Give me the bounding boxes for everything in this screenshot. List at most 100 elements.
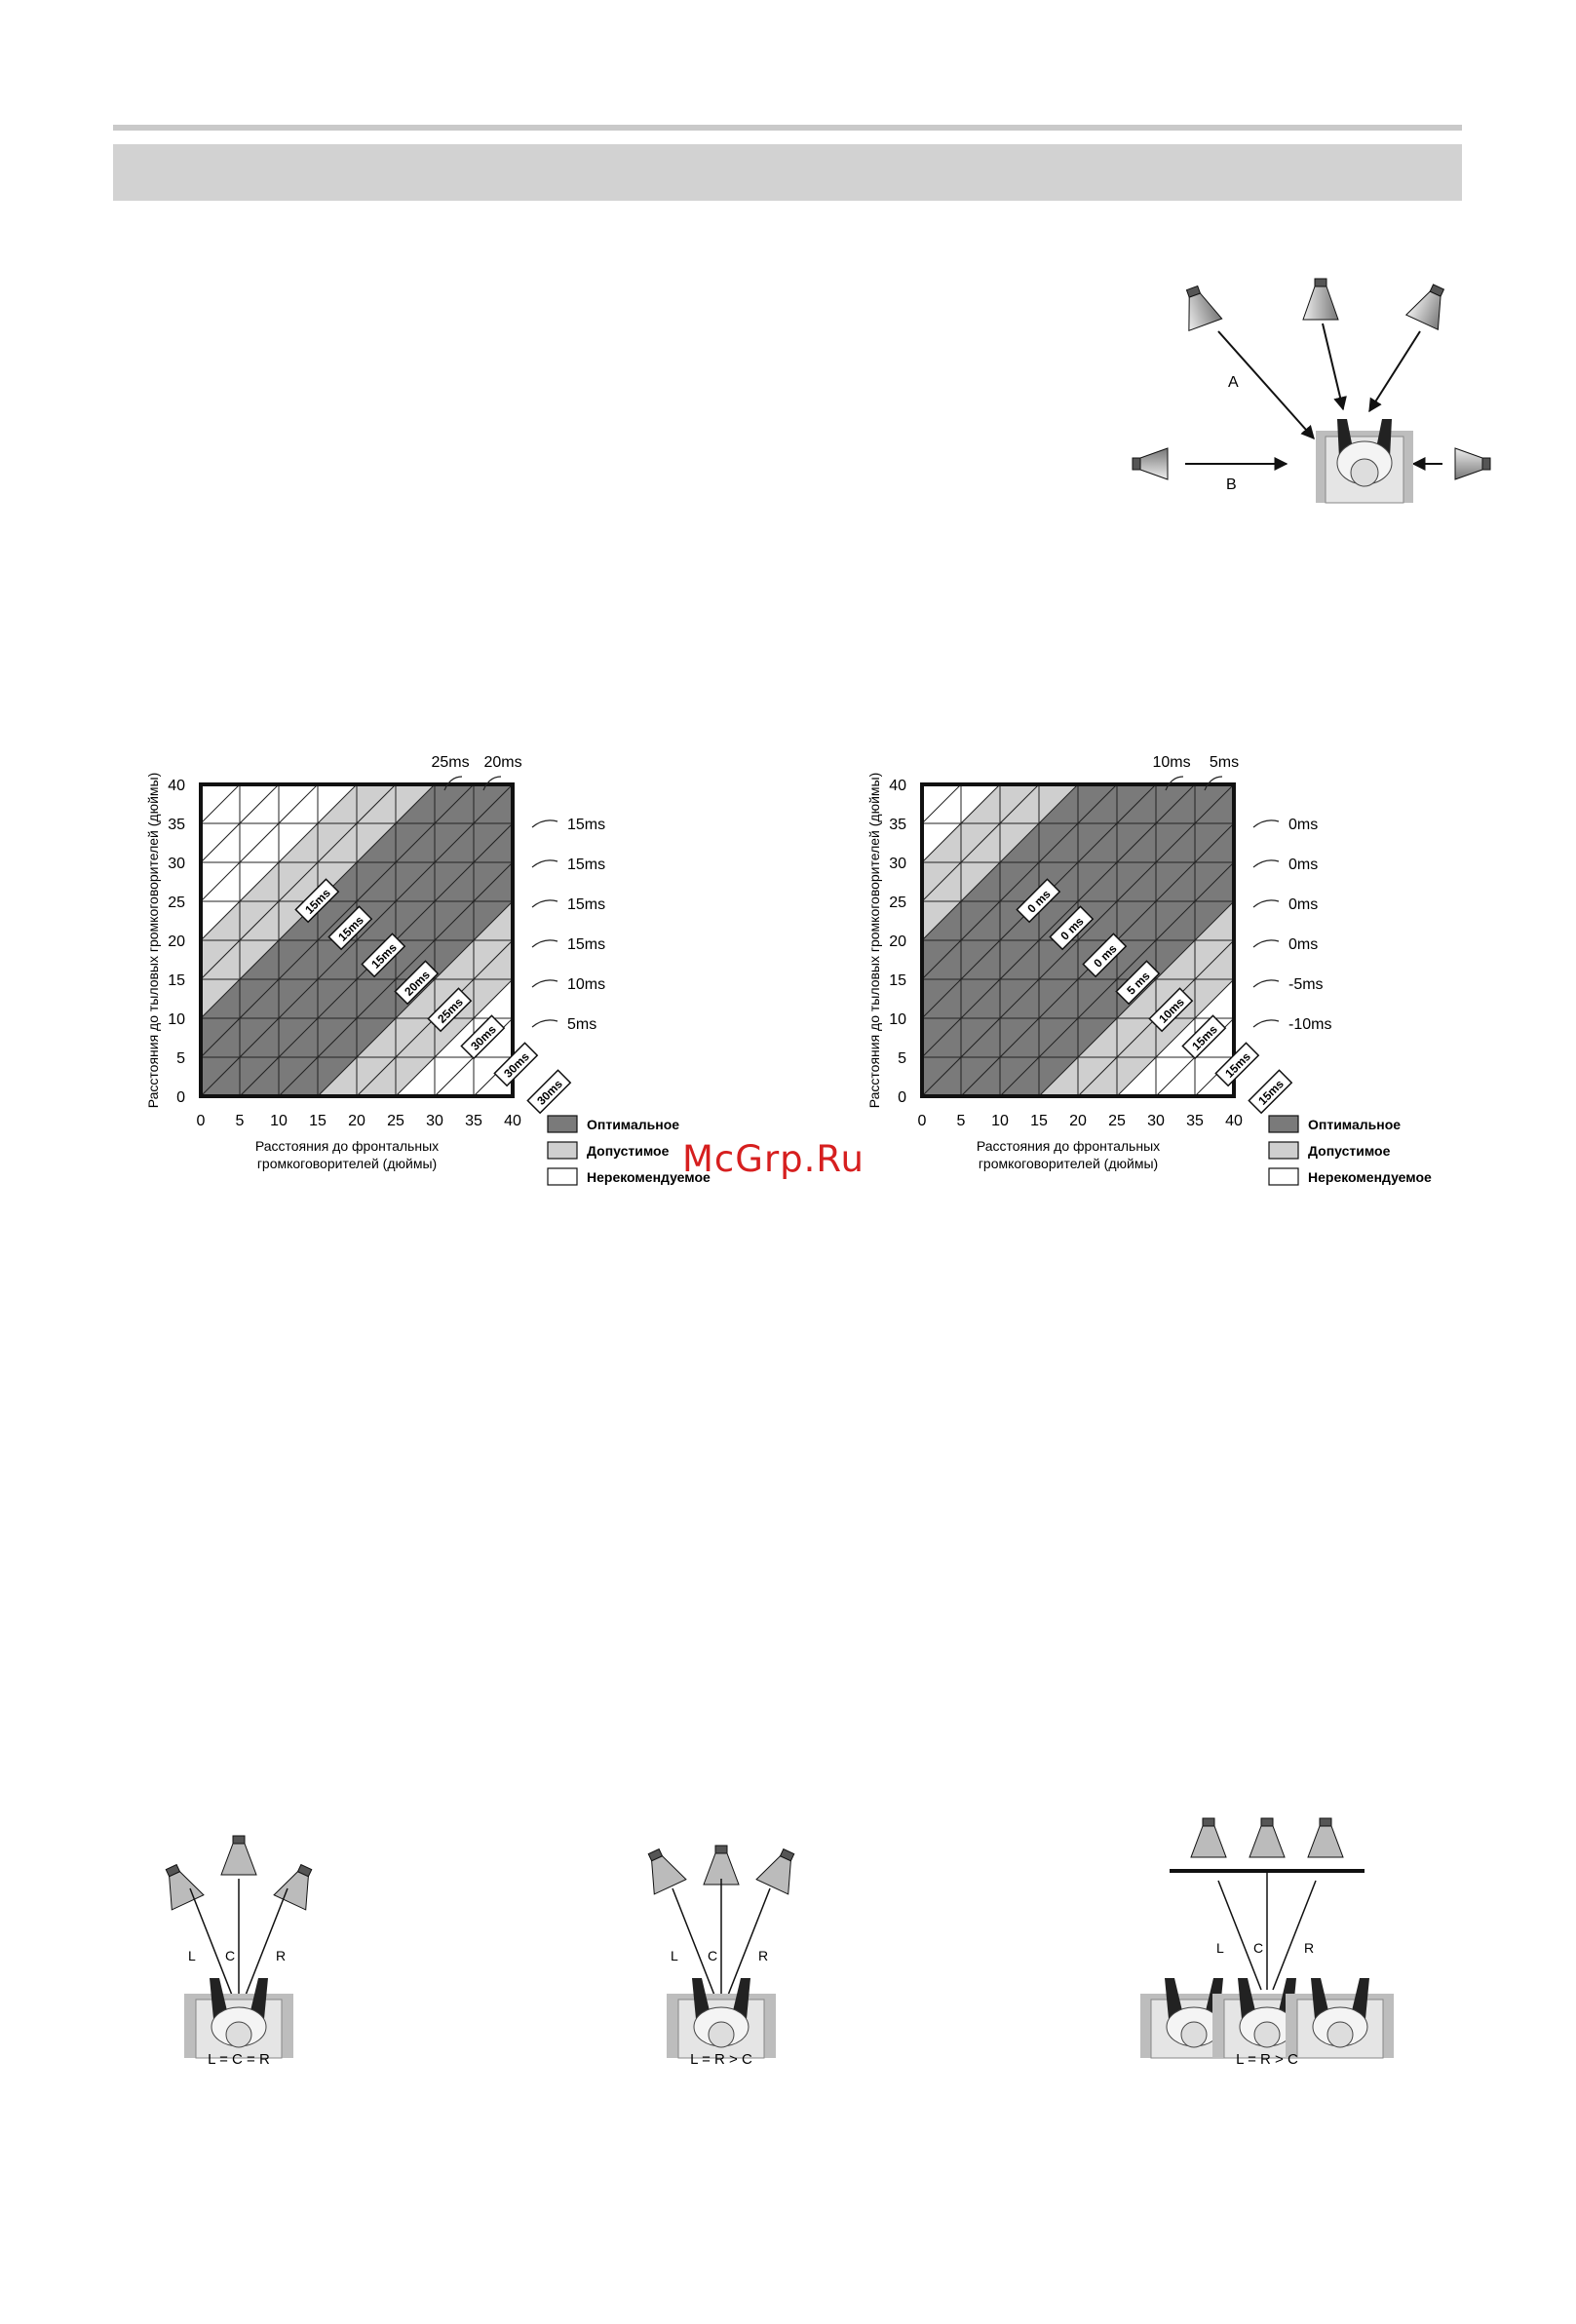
- y-tick-label: 15: [168, 972, 185, 989]
- label-r: R: [758, 1948, 768, 1963]
- top-delay-label: 20ms: [483, 754, 521, 771]
- x-tick-label: 20: [1069, 1113, 1087, 1129]
- x-axis-label-line2: громкоговорителей (дюймы): [257, 1156, 437, 1171]
- x-tick-label: 20: [348, 1113, 365, 1129]
- diagram-caption: L = R > C: [1236, 2051, 1298, 2066]
- legend-label-not_recommended: Нерекомендуемое: [587, 1169, 711, 1185]
- speaker-icon: [165, 1863, 205, 1911]
- x-tick-label: 40: [504, 1113, 521, 1129]
- x-tick-label: 25: [1108, 1113, 1126, 1129]
- delay-chart-right: 00 5 5 10 10 15 15 20 20 25 25 30 30 35 35 40 40 Расстоян…: [866, 754, 1432, 1186]
- speaker-icon: [1307, 1817, 1344, 1858]
- x-tick-label: 0: [197, 1113, 206, 1129]
- bottom-diagram-1: L C R L = C = R: [165, 1835, 313, 2066]
- right-delay-label: -5ms: [1288, 976, 1324, 993]
- legend-swatch-optimal: [547, 1115, 578, 1133]
- listener-icon: [1286, 1978, 1394, 2059]
- y-tick-label: 20: [889, 933, 906, 950]
- x-tick-label: 5: [957, 1113, 966, 1129]
- x-tick-label: 10: [991, 1113, 1009, 1129]
- listener-icon: [667, 1978, 776, 2059]
- y-tick-label: 0: [898, 1089, 906, 1106]
- legend-swatch-acceptable: [1268, 1141, 1299, 1160]
- right-delay-label: -10ms: [1288, 1016, 1331, 1033]
- label-r: R: [276, 1948, 286, 1963]
- right-delay-label: 0ms: [1288, 857, 1318, 873]
- legend-label-not_recommended: Нерекомендуемое: [1308, 1169, 1432, 1185]
- x-tick-label: 35: [465, 1113, 482, 1129]
- x-tick-label: 25: [387, 1113, 404, 1129]
- header-band: [113, 144, 1462, 201]
- delay-chart-left: 00 5 5 10 10 15 15 20 20 25 25 30 30 35 35 40 40 Расстоян…: [145, 754, 711, 1186]
- y-tick-label: 5: [176, 1050, 185, 1067]
- y-tick-label: 25: [889, 895, 906, 911]
- y-tick-label: 40: [168, 778, 185, 794]
- top-delay-label: 25ms: [431, 754, 469, 771]
- band-delay-label: 30ms: [526, 1069, 572, 1115]
- x-tick-label: 35: [1186, 1113, 1204, 1129]
- label-c: C: [225, 1948, 235, 1963]
- diagram-caption: L = C = R: [208, 2051, 270, 2066]
- band-delay-label: 15ms: [1248, 1069, 1293, 1115]
- header-rule: [113, 125, 1462, 131]
- speaker-icon: [273, 1863, 313, 1911]
- x-tick-label: 30: [426, 1113, 443, 1129]
- x-tick-label: 30: [1147, 1113, 1165, 1129]
- y-tick-label: 10: [889, 1011, 906, 1028]
- watermark: McGrp.Ru: [682, 1138, 865, 1180]
- label-b: B: [1226, 476, 1237, 493]
- legend-swatch-acceptable: [547, 1141, 578, 1160]
- x-axis-label-line1: Расстояния до фронтальных: [255, 1138, 439, 1154]
- legend-swatch-optimal: [1268, 1115, 1299, 1133]
- label-l: L: [1216, 1940, 1224, 1956]
- right-delay-label: 15ms: [567, 817, 605, 833]
- right-delay-label: 15ms: [567, 936, 605, 953]
- bottom-diagram-2: L C R L = R > C: [647, 1845, 795, 2066]
- right-delay-label: 15ms: [567, 857, 605, 873]
- legend-label-acceptable: Допустимое: [587, 1143, 670, 1159]
- speaker-icon: [220, 1835, 257, 1876]
- x-tick-label: 0: [918, 1113, 927, 1129]
- speaker-icon: [1190, 1817, 1227, 1858]
- y-tick-label: 25: [168, 895, 185, 911]
- y-axis-label: Расстояния до тыловых громкоговорителей …: [866, 773, 882, 1109]
- top-delay-label: 10ms: [1152, 754, 1190, 771]
- y-tick-label: 40: [889, 778, 906, 794]
- speaker-front-left-icon: [1185, 285, 1223, 332]
- legend-label-optimal: Оптимальное: [587, 1117, 679, 1132]
- label-l: L: [188, 1948, 196, 1963]
- x-tick-label: 10: [270, 1113, 288, 1129]
- bottom-diagram-3: L C R L = R > C: [1140, 1817, 1394, 2066]
- y-tick-label: 5: [898, 1050, 906, 1067]
- listener-icon: [1316, 419, 1413, 504]
- x-axis-label-line2: громкоговорителей (дюймы): [979, 1156, 1158, 1171]
- y-tick-label: 35: [168, 817, 185, 833]
- x-tick-label: 15: [1030, 1113, 1048, 1129]
- top-delay-label: 5ms: [1210, 754, 1239, 771]
- listener-icon: [184, 1978, 293, 2059]
- speaker-surround-right-icon: [1454, 447, 1491, 480]
- right-delay-label: 0ms: [1288, 936, 1318, 953]
- y-tick-label: 35: [889, 817, 906, 833]
- speaker-surround-left-icon: [1132, 447, 1169, 480]
- legend-swatch-not_recommended: [1268, 1167, 1299, 1186]
- legend-swatch-not_recommended: [547, 1167, 578, 1186]
- right-delay-label: 0ms: [1288, 896, 1318, 913]
- y-tick-label: 30: [889, 856, 906, 872]
- label-c: C: [1253, 1940, 1263, 1956]
- diagram-caption: L = R > C: [690, 2051, 752, 2066]
- label-l: L: [671, 1948, 678, 1963]
- x-tick-label: 40: [1225, 1113, 1243, 1129]
- y-tick-label: 30: [168, 856, 185, 872]
- band-delay-label: 15ms: [1181, 1014, 1227, 1060]
- y-tick-label: 20: [168, 933, 185, 950]
- right-delay-label: 15ms: [567, 896, 605, 913]
- label-a: A: [1228, 374, 1239, 391]
- speaker-placement-diagram: A B: [1132, 278, 1491, 504]
- speaker-front-right-icon: [1404, 284, 1445, 331]
- right-delay-label: 5ms: [567, 1016, 596, 1033]
- label-r: R: [1304, 1940, 1314, 1956]
- y-tick-label: 15: [889, 972, 906, 989]
- band-delay-label: 0 ms: [1016, 878, 1061, 924]
- speaker-icon: [647, 1848, 687, 1895]
